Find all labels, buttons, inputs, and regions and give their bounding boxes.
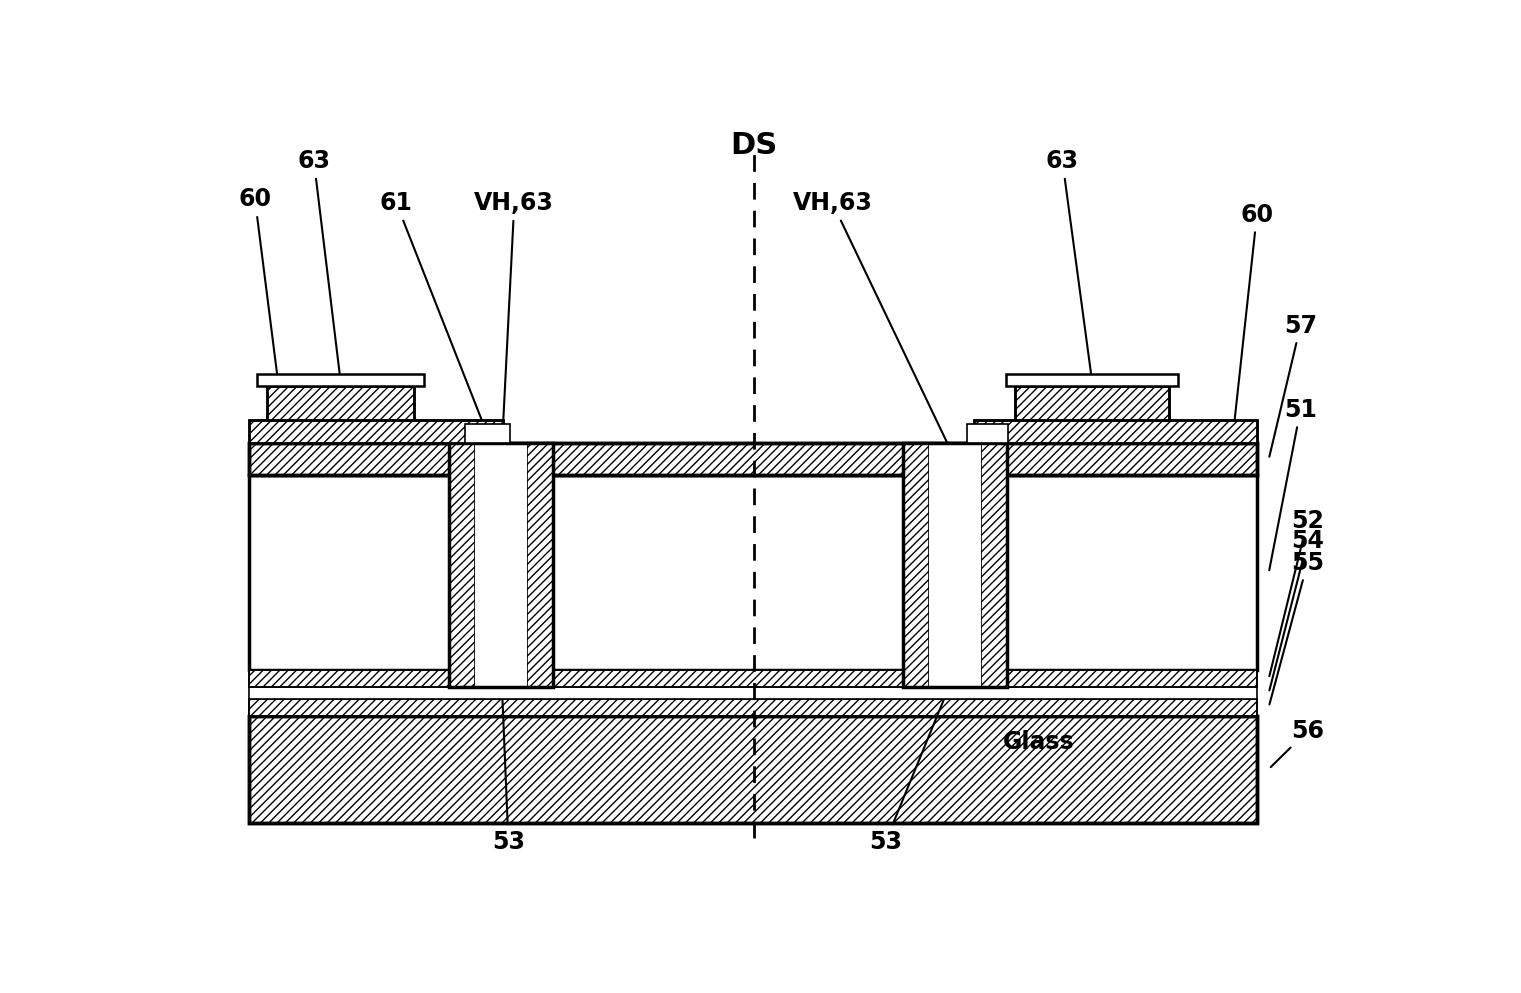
Bar [249, 420, 502, 443]
Bar [1005, 373, 1177, 386]
Bar [249, 670, 1256, 687]
Text: DS: DS [730, 131, 777, 161]
Text: 57: 57 [1270, 314, 1317, 457]
Text: 60: 60 [239, 188, 284, 429]
Bar [1016, 386, 1168, 420]
Bar [249, 699, 1256, 716]
Bar [249, 443, 1256, 476]
Bar [973, 420, 1256, 443]
Text: 60: 60 [1234, 203, 1273, 429]
Bar [266, 386, 414, 420]
Bar [249, 699, 1256, 716]
Bar [476, 443, 528, 687]
Text: 61: 61 [380, 192, 487, 431]
Text: VH,63: VH,63 [475, 192, 554, 457]
Bar [257, 373, 423, 386]
Text: 53: 53 [491, 675, 525, 854]
Text: 54: 54 [1270, 529, 1325, 690]
Text: 63: 63 [298, 149, 341, 377]
Bar [450, 443, 476, 687]
Text: 51: 51 [1269, 398, 1317, 570]
Bar [903, 443, 929, 687]
Bar [249, 716, 1256, 822]
Text: 56: 56 [1270, 719, 1325, 768]
Bar [465, 424, 510, 443]
Text: 52: 52 [1270, 508, 1325, 676]
Bar [929, 443, 981, 687]
Bar [528, 443, 554, 687]
Bar [1016, 386, 1168, 420]
Bar [249, 670, 1256, 687]
Text: 63: 63 [1046, 149, 1092, 377]
Bar [249, 443, 1256, 476]
Bar [967, 424, 1008, 443]
Text: VH,63: VH,63 [792, 192, 954, 457]
Text: Glass: Glass [1002, 730, 1075, 755]
Bar [981, 443, 1007, 687]
Bar [249, 716, 1256, 822]
Text: 53: 53 [868, 674, 954, 854]
Bar [249, 420, 502, 443]
Text: 55: 55 [1270, 551, 1325, 704]
Bar [266, 386, 414, 420]
Bar [903, 443, 1007, 687]
Bar [450, 443, 554, 687]
Bar [249, 687, 1256, 699]
Bar [973, 420, 1256, 443]
Bar [249, 476, 1256, 670]
